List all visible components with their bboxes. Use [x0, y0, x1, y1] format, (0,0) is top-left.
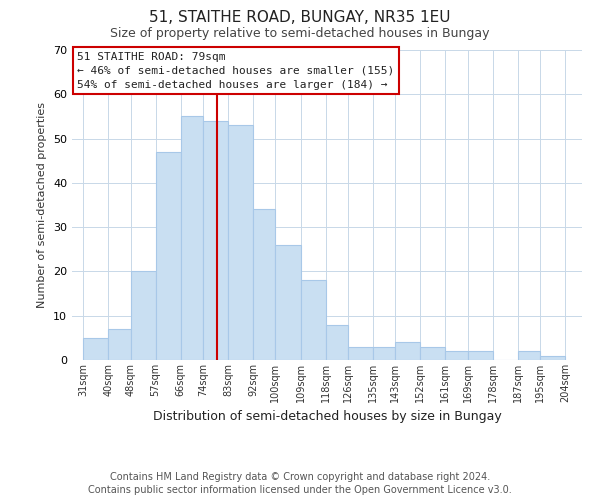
Bar	[348, 346, 373, 360]
Bar	[445, 351, 468, 360]
Bar	[108, 329, 131, 360]
Bar	[253, 210, 275, 360]
Bar	[155, 152, 181, 360]
Bar	[421, 346, 445, 360]
Bar	[518, 351, 540, 360]
Text: Contains HM Land Registry data © Crown copyright and database right 2024.
Contai: Contains HM Land Registry data © Crown c…	[88, 472, 512, 495]
Bar	[275, 245, 301, 360]
Text: Size of property relative to semi-detached houses in Bungay: Size of property relative to semi-detach…	[110, 28, 490, 40]
Bar	[373, 346, 395, 360]
Bar	[203, 121, 228, 360]
Bar	[83, 338, 108, 360]
Bar	[326, 324, 348, 360]
Bar	[131, 272, 155, 360]
Text: 51, STAITHE ROAD, BUNGAY, NR35 1EU: 51, STAITHE ROAD, BUNGAY, NR35 1EU	[149, 10, 451, 25]
Bar	[395, 342, 421, 360]
Bar	[181, 116, 203, 360]
Bar	[228, 126, 253, 360]
Bar	[468, 351, 493, 360]
Bar	[540, 356, 565, 360]
X-axis label: Distribution of semi-detached houses by size in Bungay: Distribution of semi-detached houses by …	[152, 410, 502, 424]
Text: 51 STAITHE ROAD: 79sqm
← 46% of semi-detached houses are smaller (155)
54% of se: 51 STAITHE ROAD: 79sqm ← 46% of semi-det…	[77, 52, 394, 90]
Bar	[301, 280, 326, 360]
Y-axis label: Number of semi-detached properties: Number of semi-detached properties	[37, 102, 47, 308]
